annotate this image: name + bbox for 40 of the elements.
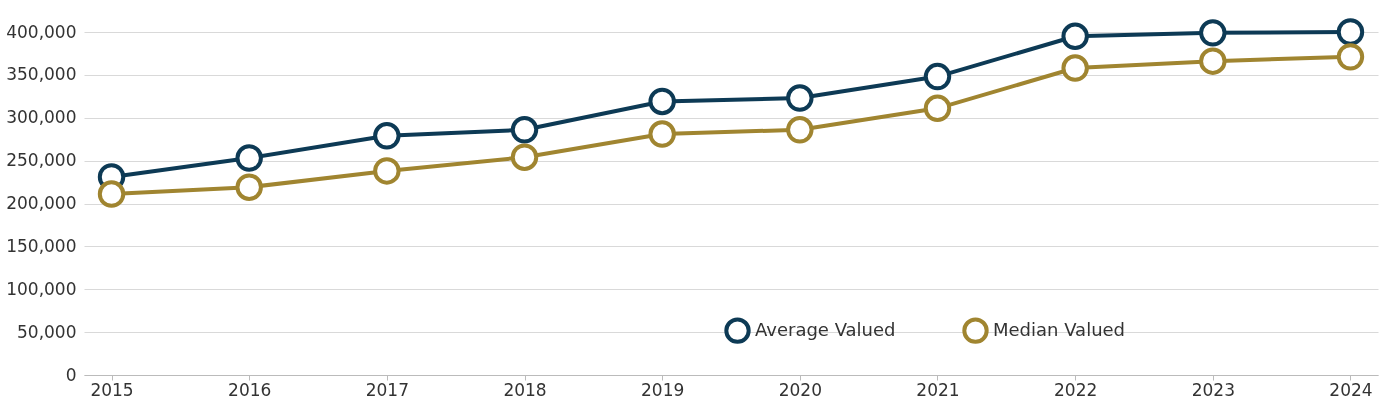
y-tick-label: 100,000	[6, 278, 77, 299]
point	[923, 94, 952, 123]
point	[1061, 22, 1089, 50]
point	[510, 116, 539, 144]
x-tick-label: 2015	[90, 379, 134, 400]
y-tick-label: 400,000	[6, 21, 77, 42]
x-tick-label: 2019	[641, 379, 685, 400]
point	[373, 157, 401, 185]
y-tick-label: 50,000	[17, 321, 77, 342]
point	[373, 122, 401, 150]
point	[235, 173, 263, 201]
point	[1336, 18, 1365, 46]
point	[786, 84, 814, 112]
point	[786, 116, 814, 144]
point	[97, 180, 126, 208]
y-tick-label: 250,000	[6, 150, 77, 171]
point	[235, 144, 263, 172]
x-tick-label: 2024	[1329, 379, 1373, 400]
point	[1061, 54, 1089, 82]
x-tick-label: 2021	[916, 379, 960, 400]
x-tick-label: 2022	[1054, 379, 1098, 400]
x-tick-label: 2023	[1191, 379, 1235, 400]
point	[1336, 43, 1365, 71]
point	[510, 143, 539, 171]
x-tick-label: 2020	[778, 379, 822, 400]
y-tick-label: 350,000	[6, 64, 77, 85]
legend-label: Average Valued	[755, 318, 896, 340]
point	[923, 62, 952, 91]
y-tick-label: 0	[65, 364, 77, 385]
point	[648, 87, 676, 116]
y-tick-label: 200,000	[6, 193, 77, 213]
point	[1199, 19, 1227, 47]
y-tick-label: 300,000	[6, 107, 77, 128]
y-tick-label: 150,000	[6, 235, 77, 256]
x-tick-label: 2016	[228, 379, 272, 400]
legend-label: Median Valued	[993, 318, 1126, 340]
point	[648, 120, 676, 148]
point	[1199, 47, 1227, 75]
x-tick-label: 2018	[503, 379, 547, 400]
x-tick-label: 2017	[365, 379, 409, 400]
